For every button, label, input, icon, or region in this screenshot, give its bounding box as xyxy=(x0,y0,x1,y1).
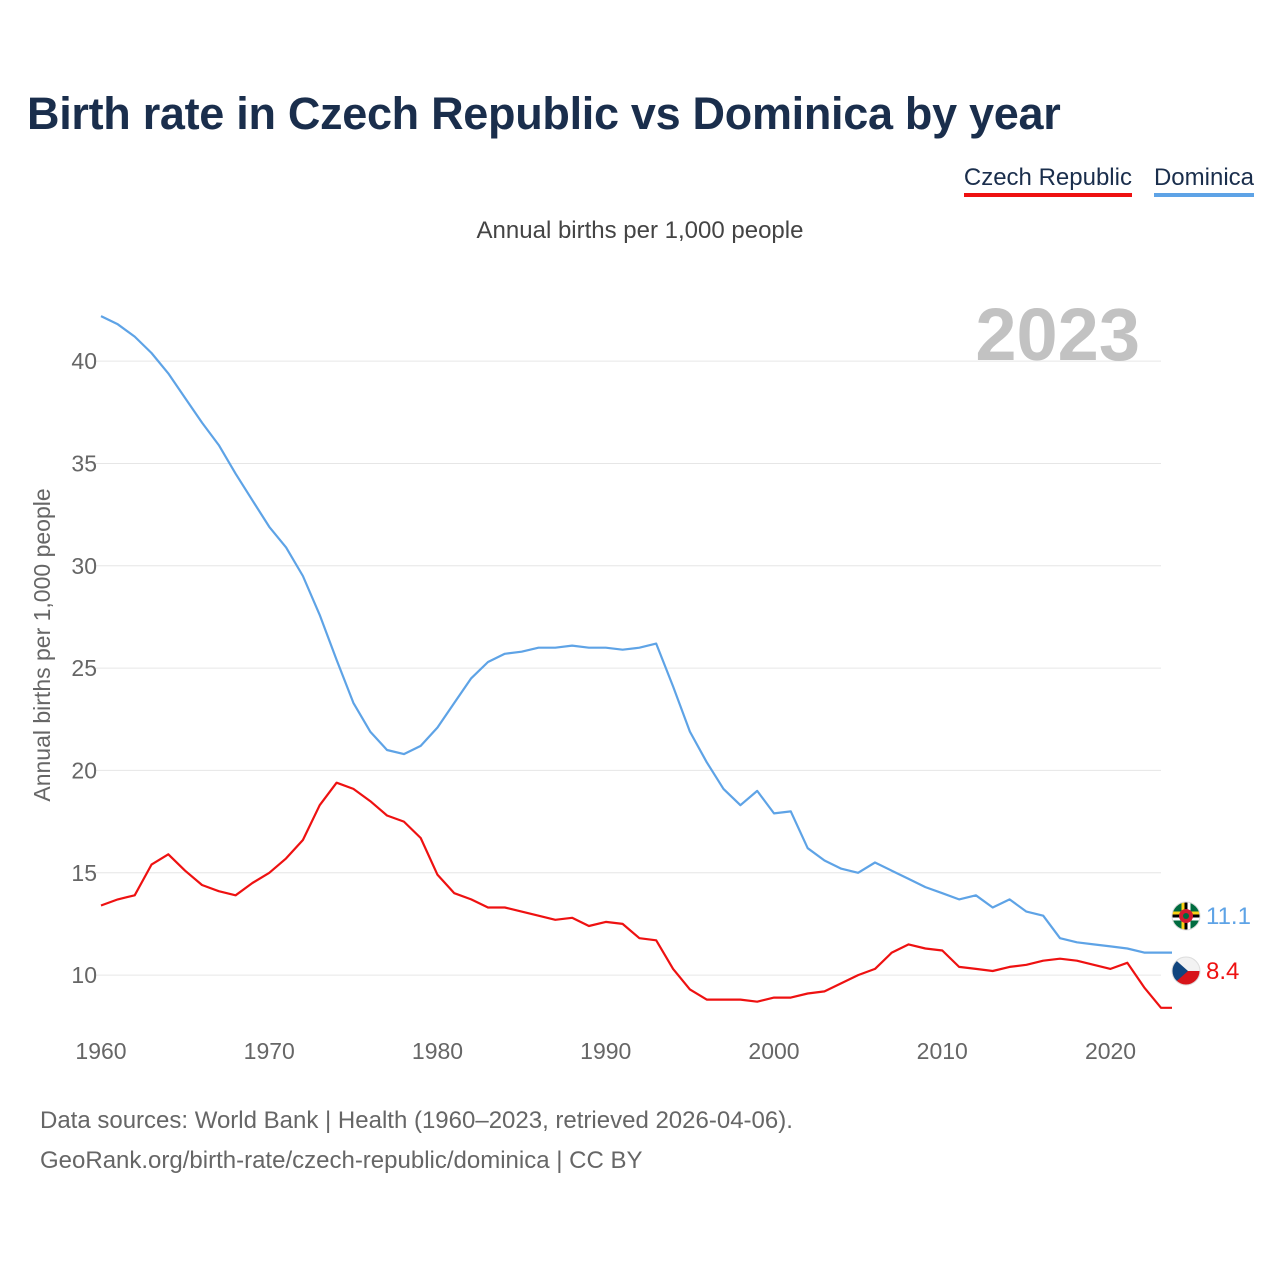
y-axis-label: Annual births per 1,000 people xyxy=(29,488,55,801)
x-tick-label-1990: 1990 xyxy=(580,1038,631,1064)
series-lines xyxy=(100,315,1172,1009)
y-tick-label-35: 35 xyxy=(71,450,97,476)
legend-item-dominica[interactable]: Dominica xyxy=(1153,164,1254,197)
series-line-czech-republic[interactable] xyxy=(100,781,1172,1009)
chart-title: Birth rate in Czech Republic vs Dominica… xyxy=(27,88,1061,139)
year-label: 2023 xyxy=(975,293,1140,376)
legend: Czech Republic Dominica xyxy=(963,164,1254,197)
czech-flag-icon xyxy=(1171,956,1201,986)
y-tick-label-40: 40 xyxy=(71,348,97,374)
y-tick-label-10: 10 xyxy=(71,962,97,988)
y-tick-label-25: 25 xyxy=(71,655,97,681)
legend-item-czech-republic[interactable]: Czech Republic xyxy=(963,164,1132,197)
x-axis-ticks: 1960 1970 1980 1990 2000 2010 2020 xyxy=(75,1038,1136,1064)
end-value-label-dominica: 11.1 xyxy=(1206,903,1251,930)
x-tick-label-2010: 2010 xyxy=(917,1038,968,1064)
x-tick-label-2000: 2000 xyxy=(748,1038,799,1064)
gridlines xyxy=(96,360,1161,976)
end-value-label-czech-republic: 8.4 xyxy=(1206,958,1239,985)
x-tick-label-1970: 1970 xyxy=(244,1038,295,1064)
chart-subtitle: Annual births per 1,000 people xyxy=(476,217,804,244)
source-url[interactable]: GeoRank.org/birth-rate/czech-republic/do… xyxy=(40,1147,643,1174)
data-source-note: Data sources: World Bank | Health (1960–… xyxy=(40,1107,793,1134)
y-tick-label-15: 15 xyxy=(71,860,97,886)
x-tick-label-2020: 2020 xyxy=(1085,1038,1136,1064)
x-tick-label-1980: 1980 xyxy=(412,1038,463,1064)
y-tick-label-20: 20 xyxy=(71,757,97,783)
series-line-dominica[interactable] xyxy=(100,315,1172,954)
y-axis-ticks: 10 15 20 25 30 35 40 xyxy=(71,348,97,988)
y-tick-label-30: 30 xyxy=(71,553,97,579)
dominica-flag-icon xyxy=(1171,901,1201,931)
line-chart: 2023 10 15 20 25 30 35 40 1960 1970 1980 1990 2000… xyxy=(29,293,1251,1064)
x-tick-label-1960: 1960 xyxy=(75,1038,126,1064)
